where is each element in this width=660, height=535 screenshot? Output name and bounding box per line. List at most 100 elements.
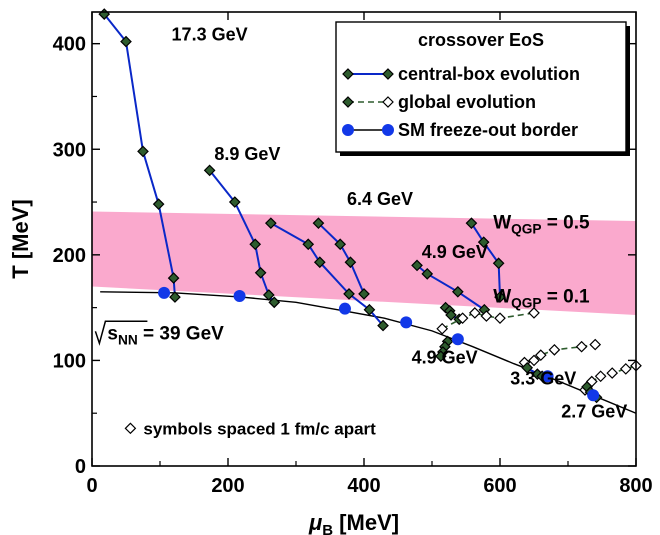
legend-label: global evolution <box>398 92 536 112</box>
series-central-5 <box>465 217 506 303</box>
wqgp-lower-label: WQGP = 0.1 <box>493 286 590 310</box>
series-point <box>137 145 149 158</box>
series-line <box>470 222 501 298</box>
series-point <box>465 217 478 230</box>
series-point <box>334 238 347 251</box>
x-axis-label: μB [MeV] <box>308 510 399 535</box>
legend-item-0: central-box evolution <box>342 64 580 84</box>
freezeout-point <box>451 333 464 346</box>
series-point <box>434 350 447 363</box>
series-point <box>528 354 540 367</box>
series-point <box>120 35 132 48</box>
freezeout-points <box>158 286 600 402</box>
energy-label: 8.9 GeV <box>214 144 280 164</box>
series-point <box>169 291 181 303</box>
series-point <box>358 288 370 300</box>
y-axis-label: T [MeV] <box>8 199 33 278</box>
x-tick-label: 600 <box>483 475 516 497</box>
series-central-6 <box>439 301 466 326</box>
energy-label: 17.3 GeV <box>172 25 248 45</box>
legend-diamond-icon <box>342 96 354 108</box>
series-global-11 <box>579 359 642 396</box>
series-central-2 <box>264 217 389 332</box>
legend-diamond-icon <box>382 96 394 108</box>
legend-diamond-icon <box>382 68 394 80</box>
series-point <box>534 349 547 361</box>
series-point <box>343 288 355 300</box>
note-diamond-icon <box>124 422 137 435</box>
series-point <box>589 338 602 351</box>
legend-title: crossover EoS <box>418 30 544 50</box>
series-point <box>468 307 481 319</box>
series-point <box>312 217 325 230</box>
freezeout-point <box>400 316 413 329</box>
energy-label: 3.3 GeV <box>510 369 576 389</box>
x-tick-label: 800 <box>619 475 652 497</box>
legend-diamond-icon <box>342 68 354 80</box>
series-point <box>377 319 389 332</box>
energy-label: 4.9 GeV <box>422 242 488 262</box>
freezeout-point <box>587 389 600 402</box>
y-tick-label: 0 <box>75 456 86 478</box>
series-point <box>228 196 241 208</box>
legend-label: SM freeze-out border <box>398 120 578 140</box>
series-point <box>254 266 267 279</box>
series-point <box>494 312 506 325</box>
series-point <box>445 309 457 321</box>
legend-circle-icon <box>382 124 394 136</box>
x-tick-label: 0 <box>86 475 97 497</box>
series-point <box>436 322 449 335</box>
series-point <box>521 361 534 374</box>
series-point <box>152 198 165 211</box>
freezeout-point <box>158 286 171 299</box>
energy-label: 6.4 GeV <box>347 189 413 209</box>
series-point <box>619 363 632 375</box>
x-tick-label: 400 <box>347 475 380 497</box>
series-point <box>421 267 434 280</box>
series-point <box>344 256 357 269</box>
series-point <box>494 291 506 303</box>
legend-label: central-box evolution <box>398 64 580 84</box>
series-point <box>575 340 588 353</box>
freezeout-point <box>338 302 351 315</box>
series-point <box>249 238 262 251</box>
legend-circle-icon <box>342 124 354 136</box>
series-point <box>594 370 607 383</box>
x-tick-label: 200 <box>211 475 244 497</box>
series-line <box>441 312 535 330</box>
series-line <box>317 222 365 295</box>
series-global-9 <box>518 338 602 369</box>
series-central-1 <box>203 164 281 309</box>
series-global-7 <box>436 307 540 335</box>
series-point <box>606 367 619 379</box>
legend-item-2: SM freeze-out border <box>342 120 578 140</box>
y-tick-label: 400 <box>53 34 86 56</box>
series-central-3 <box>312 217 370 300</box>
freezeout-point <box>541 370 554 383</box>
sqrt-sNN-label: sNN = 39 GeV <box>107 323 224 347</box>
freezeout-point <box>233 290 246 303</box>
series-point <box>363 303 376 316</box>
series-point <box>411 259 423 272</box>
series-point <box>264 217 277 230</box>
series-line <box>416 264 485 311</box>
series-point <box>302 238 315 251</box>
series-point <box>492 257 505 270</box>
axes: 0 200 400 600 800 0 100 200 300 400 μB [MeV] T [MeV… <box>8 11 653 535</box>
legend-item-1: global evolution <box>342 92 536 112</box>
series-point <box>528 307 540 319</box>
series-point <box>480 310 493 322</box>
sqrt-radical <box>94 320 148 346</box>
series-point <box>548 344 561 356</box>
y-tick-label: 100 <box>53 350 86 372</box>
note-text: symbols spaced 1 fm/c apart <box>143 419 376 438</box>
wqgp-upper-label: WQGP = 0.5 <box>493 212 590 236</box>
series-point <box>203 164 216 177</box>
series-point <box>456 312 469 325</box>
series-central-4 <box>411 259 491 316</box>
series-central-8 <box>434 335 454 363</box>
series-point <box>268 296 281 309</box>
series-point <box>313 256 326 269</box>
series-point <box>477 236 490 249</box>
